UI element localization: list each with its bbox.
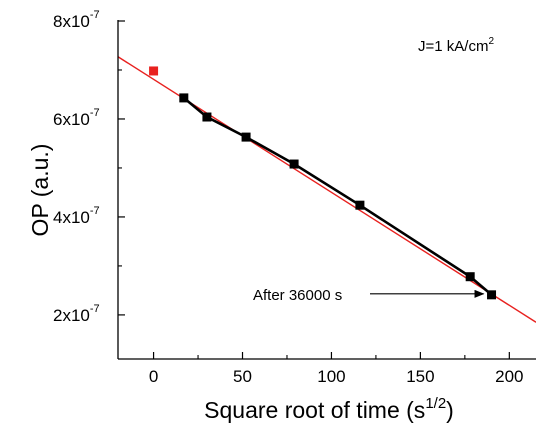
x-tick-label: 0 (149, 367, 158, 386)
x-tick-label: 100 (317, 367, 345, 386)
data-point (289, 159, 299, 169)
y-tick-label: 6x10-7 (53, 107, 100, 129)
initial-point (149, 66, 159, 76)
data-point (487, 290, 497, 300)
data-point (202, 112, 212, 122)
condition-annotation: J=1 kA/cm2 (418, 36, 494, 55)
x-tick-label: 50 (233, 367, 252, 386)
y-axis-title: OP (a.u.) (27, 144, 53, 237)
x-axis-title-sup: 1/2 (425, 395, 446, 412)
x-tick-label: 200 (495, 367, 523, 386)
condition-text: J=1 kA/cm (418, 38, 488, 55)
y-tick-label: 4x10-7 (53, 205, 100, 227)
arrow-annotation-label: After 36000 s (253, 287, 342, 304)
x-axis-title-end: ) (446, 397, 454, 423)
data-point (355, 200, 365, 210)
x-axis-title: Square root of time (s1/2) (204, 395, 454, 423)
y-tick-label: 8x10-7 (53, 9, 100, 31)
x-axis-title-main: Square root of time (s (204, 397, 425, 423)
data-point (179, 93, 189, 103)
y-tick-label: 2x10-7 (53, 303, 100, 325)
x-tick-label: 150 (406, 367, 434, 386)
condition-sup: 2 (488, 36, 494, 47)
data-point (241, 132, 251, 142)
data-point (465, 272, 475, 282)
